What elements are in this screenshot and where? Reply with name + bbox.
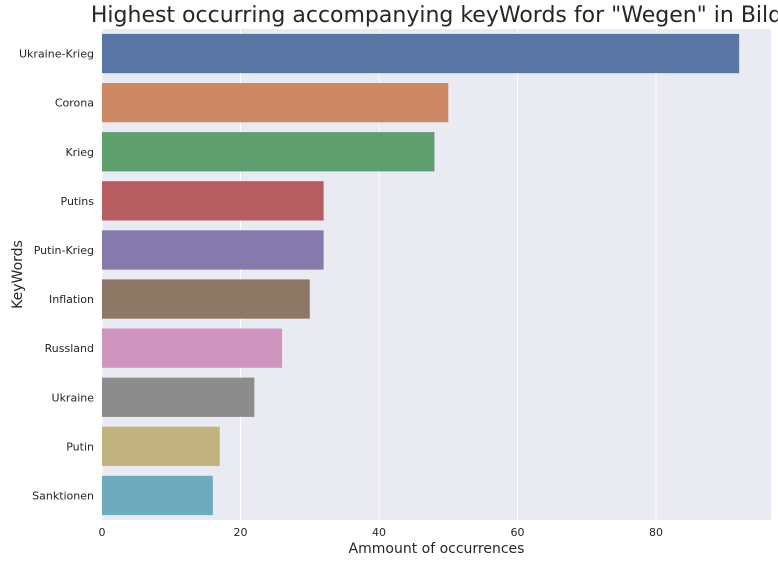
y-tick-label: Sanktionen xyxy=(32,489,94,502)
bar-russland xyxy=(102,328,283,368)
bar-sanktionen xyxy=(102,475,213,516)
x-tick-label: 60 xyxy=(511,526,525,539)
bars xyxy=(102,33,740,516)
x-tick-label: 0 xyxy=(99,526,106,539)
y-tick-label: Krieg xyxy=(65,146,94,159)
x-tick-label: 40 xyxy=(372,526,386,539)
chart-title: Highest occurring accompanying keyWords … xyxy=(91,3,778,28)
x-axis-label: Ammount of occurrences xyxy=(349,541,525,557)
bar-putins xyxy=(102,181,324,221)
bar-putin xyxy=(102,426,220,466)
x-tick-label: 80 xyxy=(649,526,663,539)
x-tick-labels: 0 20 40 60 80 xyxy=(99,526,664,539)
bar-putin-krieg xyxy=(102,230,324,270)
y-tick-label: Russland xyxy=(45,342,94,355)
y-tick-label: Ukraine-Krieg xyxy=(19,48,94,61)
y-tick-labels: Ukraine-Krieg Corona Krieg Putins Putin-Krie… xyxy=(19,48,94,503)
bar-inflation xyxy=(102,279,310,319)
bar-ukraine-krieg xyxy=(102,33,740,74)
x-tick-label: 20 xyxy=(234,526,248,539)
y-tick-label: Putins xyxy=(61,195,95,208)
y-axis-label: KeyWords xyxy=(10,240,26,309)
y-tick-label: Putin xyxy=(66,440,94,453)
y-tick-label: Inflation xyxy=(49,293,94,306)
y-tick-label: Corona xyxy=(55,97,94,110)
bar-ukraine xyxy=(102,377,255,417)
y-tick-label: Ukraine xyxy=(52,391,95,404)
bar-krieg xyxy=(102,132,435,172)
y-tick-label: Putin-Krieg xyxy=(34,244,94,257)
bar-corona xyxy=(102,83,449,123)
